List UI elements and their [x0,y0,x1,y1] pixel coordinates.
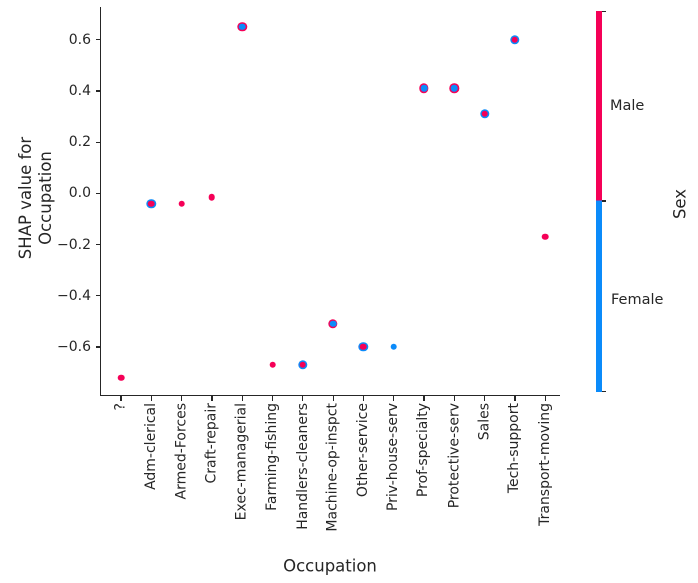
y-tick-label: −0.6 [57,338,91,355]
x-axis-label: Occupation [283,556,377,576]
x-tick-mark [423,396,425,401]
y-tick-mark [96,192,101,194]
colorbar-tick-top [601,10,606,12]
data-point-protective-serv [451,85,458,92]
x-tick-mark [271,396,274,401]
data-point-prof-specialty [420,85,428,92]
y-tick-mark [96,39,101,41]
x-tick-mark [120,396,122,401]
x-tick-mark [544,396,546,401]
data-point-machine-op-inspct [329,320,337,328]
y-axis-spine [100,7,102,395]
colorbar-label-male: Male [610,98,645,114]
data-point-adm-clerical [148,200,155,207]
data-point-farming-fishing [269,361,276,369]
y-axis-label-line1: SHAP value for [16,136,35,260]
x-axis-spine [100,394,560,396]
colorbar [595,11,602,392]
y-tick-mark [96,346,101,348]
x-tick-mark [180,396,183,401]
x-tick-mark [150,396,152,401]
y-tick-label: −0.4 [57,287,91,304]
x-tick-mark [393,396,395,401]
data-point-other-service [360,343,367,351]
data-point-tech-support [511,36,519,43]
x-tick-mark [453,396,455,401]
data-point-craft-repair [208,193,216,201]
y-tick-mark [96,90,101,92]
x-tick-mark [302,396,304,401]
x-tick-mark [211,396,213,401]
y-tick-label: 0.0 [68,185,91,202]
x-tick-mark [241,396,243,401]
data-point-sales [481,110,488,118]
colorbar-label-female: Female [611,292,664,308]
data-point-priv-house-serv [390,343,397,351]
data-point-transport-moving [541,233,549,241]
y-tick-label: 0.6 [68,31,91,48]
colorbar-tick-bottom [601,390,606,392]
x-tick-mark [332,396,334,401]
y-tick-label: 0.2 [68,134,91,151]
y-tick-mark [96,141,101,143]
y-tick-label: −0.2 [57,236,91,253]
data-point-armed-forces [178,200,185,207]
data-point-handlers-cleaners [299,361,307,369]
y-axis-label-line2: Occupation [36,151,55,245]
y-tick-mark [96,295,101,297]
colorbar-tick-middle [601,200,606,202]
x-tick-mark [362,396,365,401]
colorbar-title-text: Sex [670,188,690,220]
y-tick-label: 0.4 [68,82,91,99]
x-tick-mark [514,396,516,401]
data-point-? [117,374,125,381]
y-tick-mark [96,243,101,246]
x-tick-mark [484,396,486,401]
data-point-exec-managerial [238,23,246,31]
